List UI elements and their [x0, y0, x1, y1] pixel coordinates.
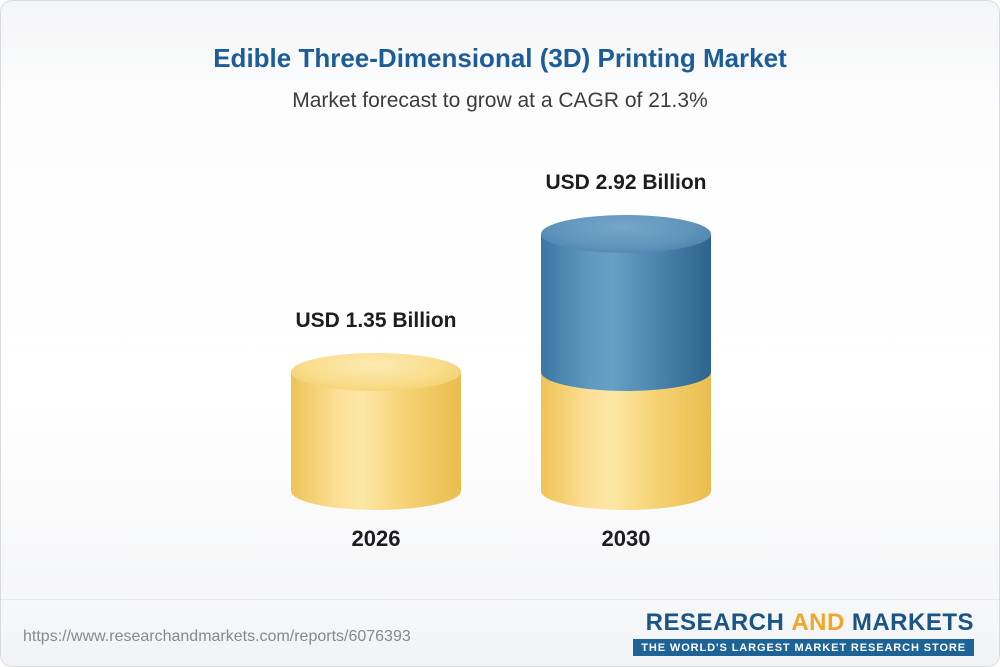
- footer: https://www.researchandmarkets.com/repor…: [1, 599, 999, 666]
- cylinder-segment-market-size-2026: [291, 372, 461, 510]
- bar-2026: USD 1.35 Billion 2026: [291, 1, 461, 666]
- cylinder-segment-growth-2026-2030: [541, 234, 711, 391]
- bar-2030: USD 2.92 Billion 2030: [541, 1, 711, 666]
- logo-research-text: RESEARCH: [645, 608, 785, 636]
- bar-2030-cylinder: [541, 1, 711, 666]
- cylinder-segment-base-2026: [541, 372, 711, 510]
- category-label-2026: 2026: [351, 526, 401, 551]
- researchandmarkets-logo: RESEARCH AND MARKETS THE WORLD'S LARGEST M…: [633, 610, 974, 656]
- cylinder-top-2026: [291, 353, 461, 391]
- value-label-2026: USD 1.35 Billion: [295, 309, 457, 332]
- report-url[interactable]: https://www.researchandmarkets.com/repor…: [23, 628, 411, 645]
- value-label-2030: USD 2.92 Billion: [545, 171, 707, 194]
- logo-wordmark: RESEARCH AND MARKETS: [633, 610, 974, 635]
- logo-markets-text: MARKETS: [851, 608, 974, 636]
- logo-and-text: AND: [791, 608, 845, 636]
- bar-2026-cylinder: [291, 1, 461, 666]
- category-label-2030: 2030: [601, 526, 651, 551]
- cylinder-top-2030: [541, 215, 711, 253]
- logo-tagline: THE WORLD'S LARGEST MARKET RESEARCH STOR…: [633, 639, 974, 656]
- chart-title: Edible Three-Dimensional (3D) Printing M…: [213, 43, 787, 73]
- chart-subtitle: Market forecast to grow at a CAGR of 21.…: [292, 89, 708, 112]
